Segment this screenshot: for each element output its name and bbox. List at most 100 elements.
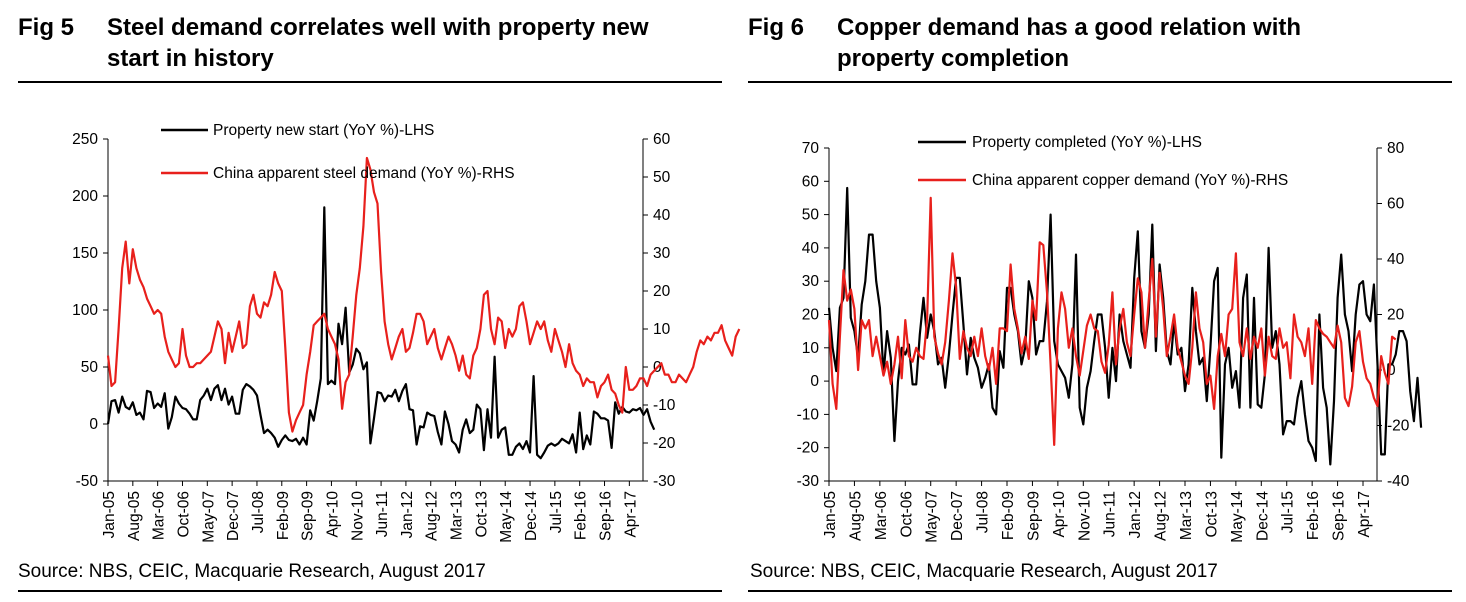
- x-tick-label: Oct-13: [473, 491, 490, 538]
- x-tick-label: Jul-15: [548, 491, 565, 533]
- figure-6-source: Source: NBS, CEIC, Macquarie Research, A…: [750, 561, 1218, 582]
- legend-label: Property new start (YoY %)-LHS: [213, 122, 434, 139]
- legend-label: China apparent copper demand (YoY %)-RHS: [972, 172, 1288, 189]
- left-y-tick-label: 0: [810, 373, 819, 390]
- x-tick-label: Apr-10: [324, 491, 341, 538]
- x-tick-label: Feb-16: [573, 491, 590, 540]
- x-tick-label: Sep-09: [300, 491, 317, 541]
- left-y-tick-label: 0: [89, 416, 98, 433]
- figure-6-title-line-1: Copper demand has a good relation with: [837, 14, 1302, 41]
- x-tick-label: Jul-08: [250, 491, 267, 533]
- x-tick-label: Jan-12: [1127, 491, 1144, 538]
- x-tick-label: Feb-09: [1000, 491, 1017, 540]
- x-tick-label: Jan-05: [822, 491, 839, 538]
- x-tick-label: May-14: [498, 491, 515, 543]
- left-y-tick-label: 40: [802, 240, 820, 257]
- x-tick-label: Sep-16: [598, 491, 615, 541]
- left-y-tick-label: 70: [802, 140, 820, 157]
- right-y-tick-label: 20: [653, 283, 671, 300]
- x-tick-label: Apr-17: [622, 491, 639, 538]
- x-tick-label: Apr-10: [1051, 491, 1068, 538]
- right-y-tick-label: 40: [1387, 251, 1405, 268]
- x-tick-label: Oct-06: [175, 491, 192, 538]
- x-tick-label: Nov-10: [349, 491, 366, 541]
- right-y-tick-label: 50: [653, 169, 671, 186]
- x-tick-label: Jan-12: [399, 491, 416, 538]
- x-tick-label: Mar-06: [873, 491, 890, 540]
- left-y-tick-label: -20: [797, 440, 820, 457]
- right-y-tick-label: 60: [1387, 196, 1405, 213]
- left-y-tick-label: -50: [76, 473, 99, 490]
- x-tick-label: Jun-11: [374, 491, 391, 537]
- right-y-tick-label: 40: [653, 207, 671, 224]
- figure-5-bottom-rule: [18, 590, 722, 592]
- x-tick-label: Nov-10: [1076, 491, 1093, 541]
- left-y-tick-label: 250: [72, 131, 98, 148]
- legend-label: China apparent steel demand (YoY %)-RHS: [213, 165, 515, 182]
- x-tick-label: Mar-13: [449, 491, 466, 540]
- x-tick-label: Dec-07: [225, 491, 242, 541]
- x-tick-label: Jun-11: [1102, 491, 1119, 537]
- x-tick-label: Oct-13: [1203, 491, 1220, 538]
- figure-6-top-rule: [748, 81, 1452, 83]
- right-y-tick-label: 80: [1387, 140, 1405, 157]
- left-y-tick-label: 20: [802, 307, 820, 324]
- left-y-tick-label: 30: [802, 273, 820, 290]
- figure-5-number: Fig 5: [18, 14, 75, 41]
- right-y-tick-label: 10: [653, 321, 671, 338]
- rhs-series-line: [827, 196, 1397, 446]
- figure-5-title-line-2: start in history: [107, 45, 274, 72]
- x-tick-label: Sep-09: [1025, 491, 1042, 541]
- right-y-tick-label: 20: [1387, 307, 1405, 324]
- left-y-tick-label: 10: [802, 340, 820, 357]
- legend-label: Property completed (YoY %)-LHS: [972, 134, 1202, 151]
- x-tick-label: Jul-15: [1280, 491, 1297, 533]
- lhs-series-line: [827, 186, 1423, 466]
- x-tick-label: Dec-07: [949, 491, 966, 541]
- right-y-tick-label: 60: [653, 131, 671, 148]
- figure-5-source: Source: NBS, CEIC, Macquarie Research, A…: [18, 561, 486, 582]
- x-tick-label: Dec-14: [523, 491, 540, 541]
- right-y-tick-label: -10: [653, 397, 676, 414]
- left-y-tick-label: 100: [72, 302, 98, 319]
- figure-6-number: Fig 6: [748, 14, 805, 41]
- figure-5-panel: Fig 5 Steel demand correlates well with …: [18, 0, 722, 602]
- right-y-tick-label: 0: [1387, 362, 1396, 379]
- x-tick-label: Apr-17: [1356, 491, 1373, 538]
- x-tick-label: Aug-05: [126, 491, 143, 541]
- x-tick-label: Sep-16: [1331, 491, 1348, 541]
- left-y-tick-label: 150: [72, 245, 98, 262]
- left-y-tick-label: 200: [72, 188, 98, 205]
- left-y-tick-label: 50: [802, 207, 820, 224]
- figure-6-panel: Fig 6 Copper demand has a good relation …: [748, 0, 1452, 602]
- x-tick-label: Mar-13: [1178, 491, 1195, 540]
- right-y-tick-label: -30: [653, 473, 676, 490]
- right-y-tick-label: 30: [653, 245, 671, 262]
- figure-6-bottom-rule: [748, 590, 1452, 592]
- x-tick-label: Feb-16: [1305, 491, 1322, 540]
- x-tick-label: May-07: [924, 491, 941, 543]
- x-tick-label: Feb-09: [275, 491, 292, 540]
- x-tick-label: Jul-08: [975, 491, 992, 533]
- right-y-tick-label: -40: [1387, 473, 1410, 490]
- figure-5-top-rule: [18, 81, 722, 83]
- right-y-tick-label: -20: [1387, 418, 1410, 435]
- x-tick-label: Aug-05: [847, 491, 864, 541]
- left-y-tick-label: 60: [802, 173, 820, 190]
- left-y-tick-label: -10: [797, 406, 820, 423]
- figure-6-title-line-2: property completion: [837, 45, 1070, 72]
- lhs-series-line: [106, 206, 656, 460]
- x-tick-label: Jan-05: [101, 491, 118, 538]
- rhs-series-line: [106, 156, 741, 433]
- x-tick-label: May-07: [200, 491, 217, 543]
- x-tick-label: Dec-14: [1254, 491, 1271, 541]
- x-tick-label: Aug-12: [424, 491, 441, 541]
- left-y-tick-label: -30: [797, 473, 820, 490]
- x-tick-label: May-14: [1229, 491, 1246, 543]
- left-y-tick-label: 50: [81, 359, 99, 376]
- x-tick-label: Mar-06: [151, 491, 168, 540]
- x-tick-label: Aug-12: [1153, 491, 1170, 541]
- x-tick-label: Oct-06: [898, 491, 915, 538]
